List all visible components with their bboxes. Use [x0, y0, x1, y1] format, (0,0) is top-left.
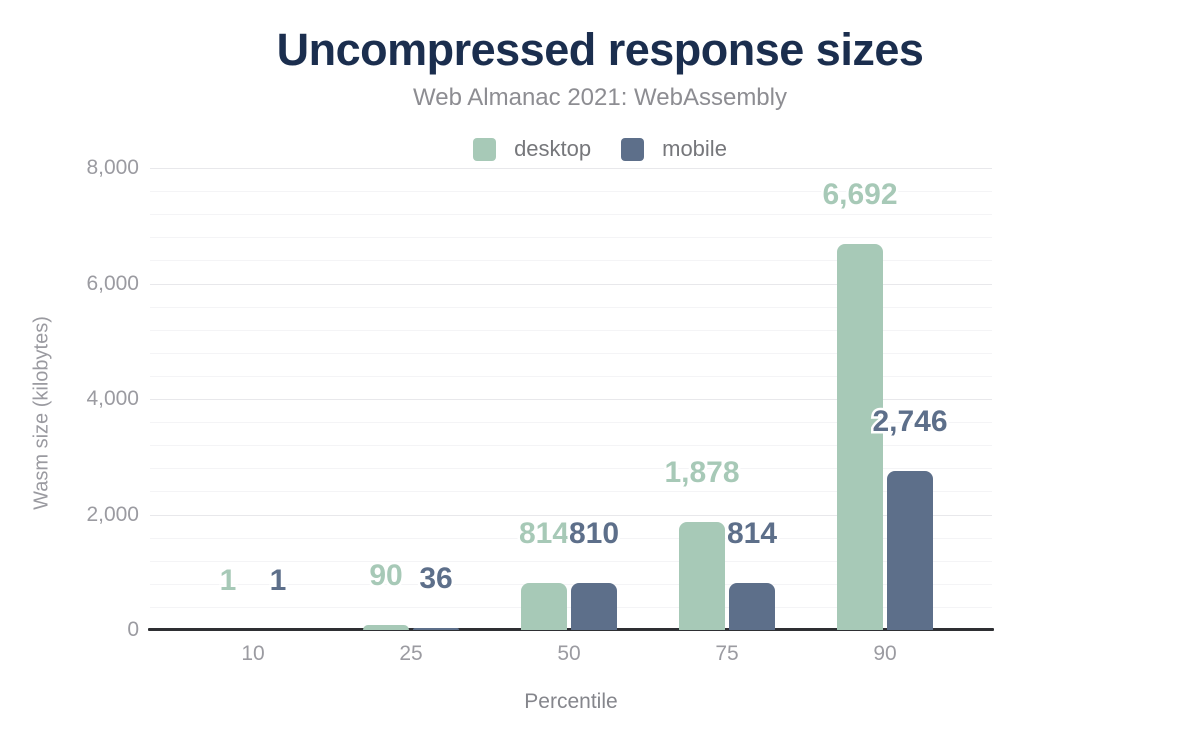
- bar-desktop-p75[interactable]: [679, 521, 725, 630]
- value-label-mobile-p25: 36: [417, 559, 455, 597]
- y-tick-label-8000: 8,000: [86, 156, 139, 179]
- minor-gridline-3600: [150, 422, 992, 424]
- legend-item-mobile: mobile: [621, 136, 727, 162]
- y-tick-label-6000: 6,000: [86, 271, 139, 295]
- bar-mobile-p25[interactable]: [413, 627, 459, 630]
- major-gridline-8000: [150, 168, 992, 169]
- y-tick-label-4000: 4,000: [86, 387, 139, 410]
- bar-mobile-p50[interactable]: [571, 583, 617, 630]
- minor-gridline-4800: [150, 352, 992, 354]
- value-label-desktop-p10: 1: [217, 561, 239, 599]
- bar-mobile-p90[interactable]: [887, 471, 933, 630]
- minor-gridline-5200: [150, 329, 992, 331]
- value-label-mobile-p75: 814: [724, 514, 779, 552]
- value-label-mobile-p10: 1: [267, 561, 289, 599]
- minor-gridline-2400: [150, 491, 992, 493]
- x-tick-label-75: 75: [715, 642, 739, 665]
- minor-gridline-4400: [150, 375, 992, 377]
- value-label-desktop-p25: 90: [367, 556, 405, 594]
- bar-desktop-p50[interactable]: [521, 582, 567, 630]
- legend-label-mobile: mobile: [662, 136, 727, 161]
- chart-subtitle: Web Almanac 2021: WebAssembly: [413, 84, 787, 111]
- minor-gridline-1200: [150, 560, 992, 562]
- chart-title: Uncompressed response sizes: [276, 24, 924, 75]
- major-gridline-2000: [150, 514, 992, 516]
- x-tick-label-90: 90: [873, 642, 897, 665]
- major-gridline-4000: [150, 399, 992, 400]
- bar-desktop-p90[interactable]: [837, 243, 883, 630]
- minor-gridline-6800: [150, 237, 992, 239]
- value-label-mobile-p50: 810: [566, 515, 621, 553]
- y-tick-label-2000: 2,000: [86, 502, 139, 526]
- minor-gridline-7200: [150, 214, 992, 216]
- value-label-desktop-p75: 1,878: [662, 453, 742, 491]
- legend-label-desktop: desktop: [514, 136, 592, 161]
- desktop-swatch-icon: [473, 137, 497, 161]
- y-tick-label-0: 0: [127, 618, 139, 641]
- minor-gridline-1600: [150, 537, 992, 539]
- minor-gridline-7600: [150, 191, 992, 193]
- value-label-desktop-p50: 814: [516, 514, 571, 552]
- minor-gridline-5600: [150, 306, 992, 308]
- minor-gridline-3200: [150, 445, 992, 447]
- x-axis-title: Percentile: [524, 690, 618, 713]
- legend-item-desktop: desktop: [473, 136, 591, 162]
- bar-mobile-p75[interactable]: [729, 582, 775, 630]
- legend: desktop mobile: [0, 136, 1200, 162]
- x-tick-label-25: 25: [399, 642, 423, 665]
- value-label-desktop-p90: 6,692: [820, 175, 900, 213]
- x-tick-label-10: 10: [241, 642, 265, 665]
- minor-gridline-2800: [150, 468, 992, 470]
- major-gridline-6000: [150, 283, 992, 285]
- mobile-swatch-icon: [621, 137, 645, 161]
- value-label-mobile-p90: 2,746: [870, 403, 950, 441]
- x-tick-label-50: 50: [557, 642, 581, 665]
- minor-gridline-800: [150, 583, 992, 585]
- minor-gridline-6400: [150, 260, 992, 262]
- bar-desktop-p25[interactable]: [363, 624, 409, 630]
